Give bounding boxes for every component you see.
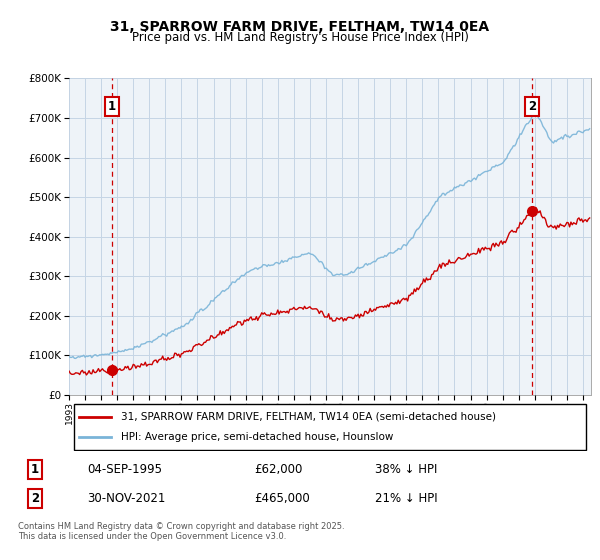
Text: HPI: Average price, semi-detached house, Hounslow: HPI: Average price, semi-detached house,… [121,432,394,442]
Text: £465,000: £465,000 [254,492,310,505]
Text: 1: 1 [31,463,39,476]
Text: £62,000: £62,000 [254,463,302,476]
Text: 31, SPARROW FARM DRIVE, FELTHAM, TW14 0EA (semi-detached house): 31, SPARROW FARM DRIVE, FELTHAM, TW14 0E… [121,412,496,422]
Text: Price paid vs. HM Land Registry's House Price Index (HPI): Price paid vs. HM Land Registry's House … [131,31,469,44]
Text: 38% ↓ HPI: 38% ↓ HPI [375,463,437,476]
Text: Contains HM Land Registry data © Crown copyright and database right 2025.
This d: Contains HM Land Registry data © Crown c… [18,522,344,542]
Text: 2: 2 [528,100,536,113]
Text: 21% ↓ HPI: 21% ↓ HPI [375,492,437,505]
Text: 31, SPARROW FARM DRIVE, FELTHAM, TW14 0EA: 31, SPARROW FARM DRIVE, FELTHAM, TW14 0E… [110,20,490,34]
Text: 30-NOV-2021: 30-NOV-2021 [87,492,165,505]
Text: 2: 2 [31,492,39,505]
Text: 1: 1 [108,100,116,113]
FancyBboxPatch shape [74,404,586,450]
Text: 04-SEP-1995: 04-SEP-1995 [87,463,162,476]
